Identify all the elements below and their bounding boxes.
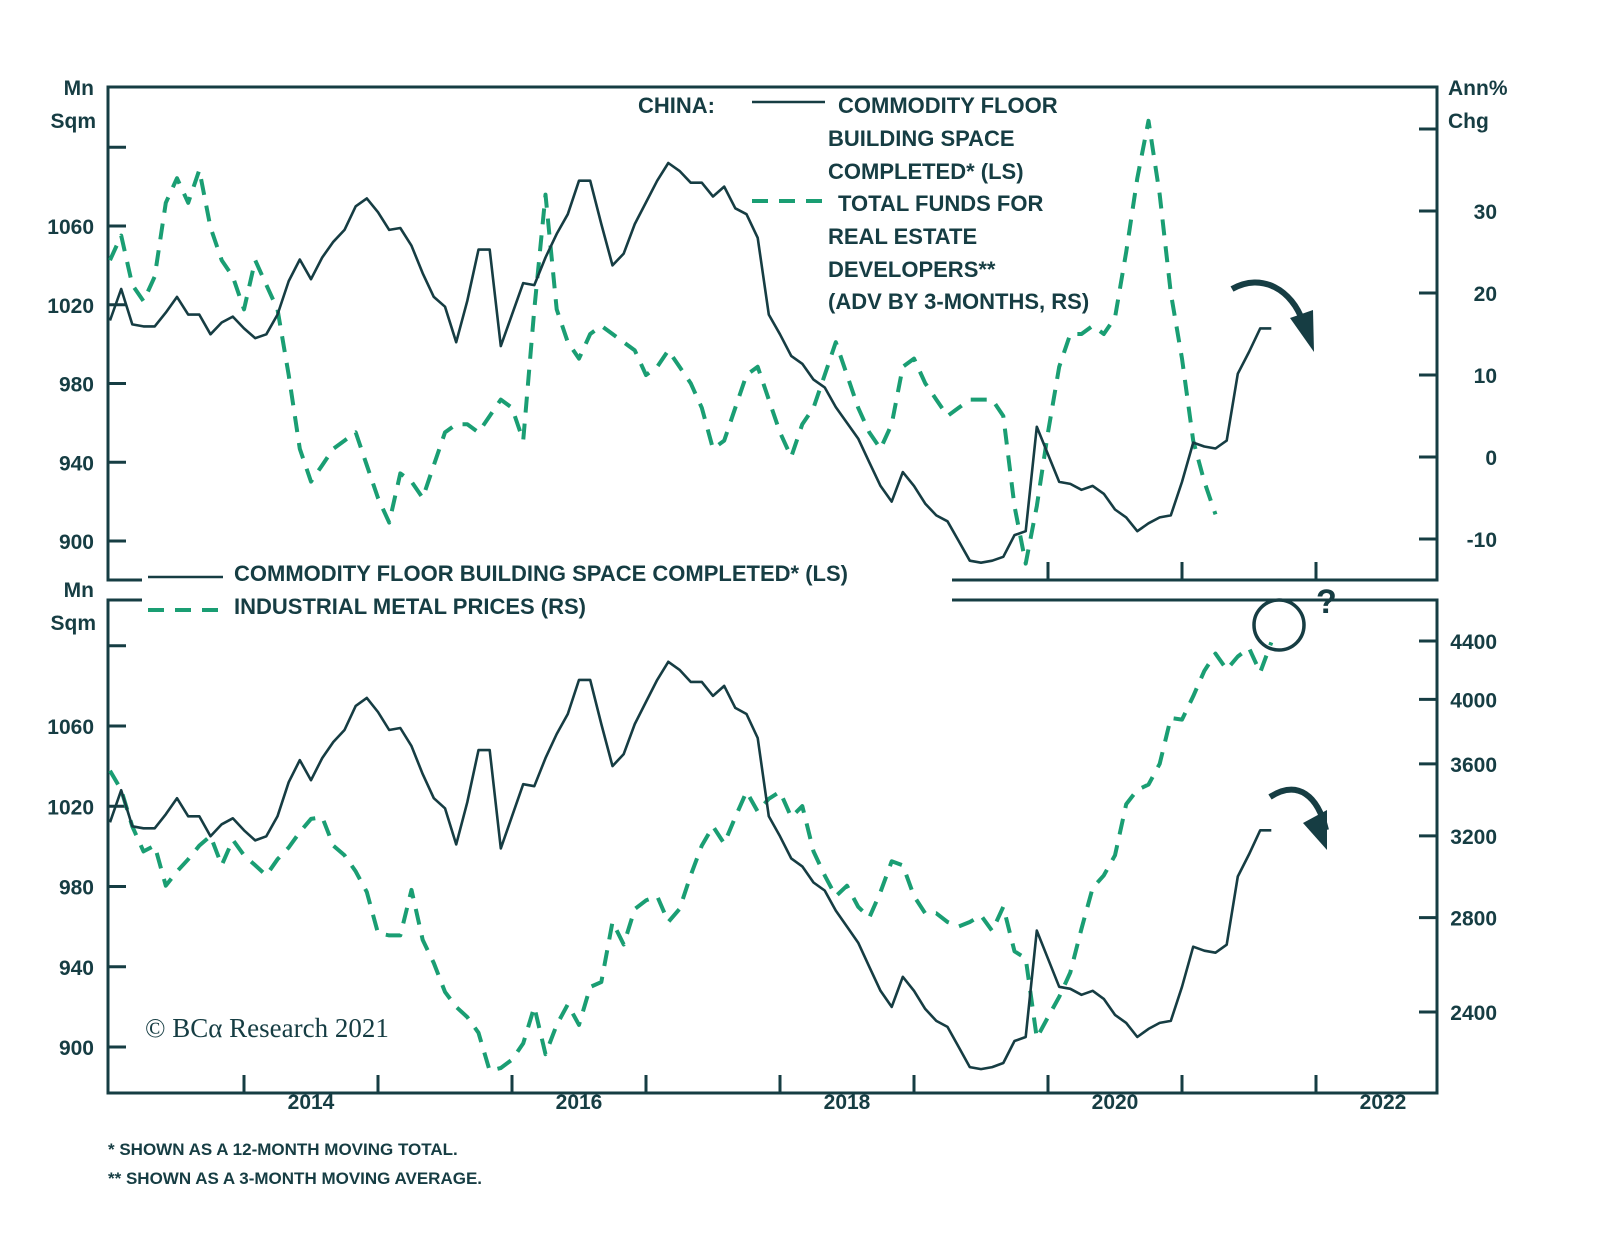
series-line-floor-space-bottom [108,660,1272,1071]
top-legend-floor-line-1: COMMODITY FLOOR [838,93,1058,118]
bottom-left-axis-unit-1: Mn [64,579,94,602]
y-tick-label: 900 [59,531,94,554]
bottom-legend-floor: COMMODITY FLOOR BUILDING SPACE COMPLETED… [234,561,848,586]
series-line-total-funds [108,118,1218,566]
y-tick-label: 1060 [47,216,94,239]
y-tick-label: 980 [59,877,94,900]
y-tick-label: 20 [1474,283,1497,306]
y-tick-label: 30 [1474,201,1497,224]
y-tick-label: 1020 [47,295,94,318]
bottom-x-axis-ticks [242,1075,1318,1093]
footnote-1: * SHOWN AS A 12-MONTH MOVING TOTAL. [108,1140,458,1159]
y-tick-label: 1060 [47,716,94,739]
y-tick-label: 10 [1474,365,1497,388]
x-tick-label: 2022 [1360,1091,1407,1114]
top-left-axis-unit-1: Mn [64,77,94,100]
top-right-axis: -10 0 10 20 30 [1419,127,1497,552]
top-left-axis: 900 940 980 1020 1060 [47,145,126,554]
bottom-panel: Mn Sqm 900 940 980 1020 1060 2400 2800 3200 360… [47,556,1497,1114]
footnote-2: ** SHOWN AS A 3-MONTH MOVING AVERAGE. [108,1169,482,1188]
x-tick-label: 2018 [824,1091,871,1114]
y-tick-label: -10 [1467,529,1497,552]
bottom-legend-metals: INDUSTRIAL METAL PRICES (RS) [234,594,586,619]
x-tick-label: 2020 [1092,1091,1139,1114]
bottom-left-axis-unit-2: Sqm [50,612,96,635]
question-mark: ? [1316,583,1337,621]
top-right-axis-unit-2: Chg [1448,110,1489,133]
y-tick-label: 900 [59,1037,94,1060]
y-tick-label: 0 [1485,447,1497,470]
bottom-down-arrow-icon [1268,786,1329,850]
top-legend-funds-line-2: REAL ESTATE [828,224,977,249]
x-tick-label: 2014 [288,1091,335,1114]
top-legend-floor-line-2: BUILDING SPACE [828,126,1015,151]
series-line-industrial-metals [108,641,1274,1073]
top-legend-floor-line-3: COMPLETED* (LS) [828,159,1024,184]
y-tick-label: 3200 [1450,826,1497,849]
y-tick-label: 4000 [1450,689,1497,712]
y-tick-label: 2400 [1450,1002,1497,1025]
series-line-floor-space-top [108,161,1272,565]
y-tick-label: 2800 [1450,908,1497,931]
bottom-left-axis: 900 940 980 1020 1060 [47,644,126,1060]
top-right-axis-unit-1: Ann% [1448,77,1508,100]
x-axis-labels: 2014 2016 2018 2020 2022 [288,1091,1407,1114]
top-left-axis-unit-2: Sqm [50,110,96,133]
top-legend-funds-line-4: (ADV BY 3-MONTHS, RS) [828,289,1089,314]
top-legend-prefix: CHINA: [638,93,715,118]
brand-watermark: © BCα Research 2021 [145,1013,389,1043]
x-tick-label: 2016 [556,1091,603,1114]
y-tick-label: 940 [59,452,94,475]
bottom-legend-bg [112,556,952,626]
y-tick-label: 940 [59,957,94,980]
y-tick-label: 980 [59,374,94,397]
bottom-right-axis: 2400 2800 3200 3600 4000 4400 [1419,631,1497,1025]
top-down-arrow-icon [1230,279,1314,352]
y-tick-label: 3600 [1450,754,1497,777]
y-tick-label: 1020 [47,796,94,819]
highlight-circle [1252,598,1306,652]
y-tick-label: 4400 [1450,631,1497,654]
top-legend-funds-line-3: DEVELOPERS** [828,257,996,282]
top-legend-funds-line-1: TOTAL FUNDS FOR [838,191,1043,216]
